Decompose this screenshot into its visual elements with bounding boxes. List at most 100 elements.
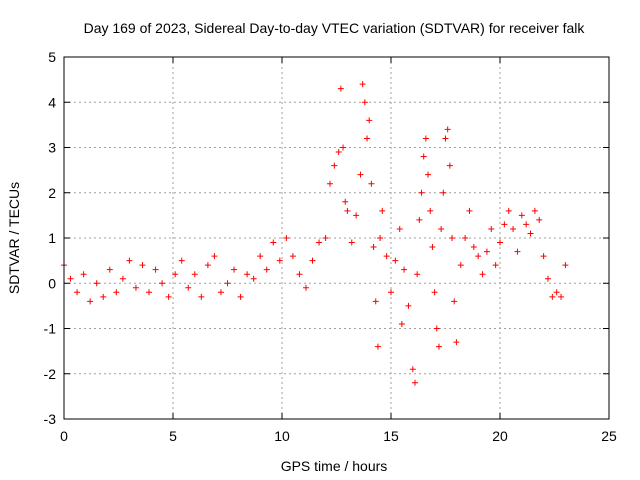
data-point [540, 253, 547, 260]
data-point [488, 225, 495, 232]
y-tick-label: 2 [48, 185, 56, 201]
data-point [383, 253, 390, 260]
data-point [372, 298, 379, 305]
y-tick-label: 4 [48, 94, 56, 110]
x-axis-label: GPS time / hours [281, 458, 388, 474]
data-point [429, 244, 436, 251]
data-point [257, 253, 264, 260]
data-point [87, 298, 94, 305]
y-tick-label: -1 [44, 321, 57, 337]
y-tick-label: 1 [48, 230, 56, 246]
data-point [191, 271, 198, 278]
data-point [146, 289, 153, 296]
data-point [198, 293, 205, 300]
data-point [283, 235, 290, 241]
x-tick-label: 10 [274, 428, 290, 444]
data-point [185, 284, 192, 291]
data-point [67, 275, 74, 282]
data-point [361, 99, 368, 106]
y-tick-label: -3 [44, 411, 57, 427]
data-point [497, 239, 503, 246]
data-point [316, 239, 323, 246]
data-point [139, 262, 146, 269]
data-point [331, 162, 338, 169]
data-point [427, 207, 434, 214]
data-point [398, 320, 405, 327]
x-tick-label: 20 [492, 428, 508, 444]
data-point [237, 293, 244, 300]
data-point [444, 126, 451, 133]
data-point [401, 266, 408, 273]
data-point [492, 262, 499, 269]
data-point [409, 366, 416, 373]
data-point [172, 271, 179, 278]
data-point [531, 207, 538, 214]
data-point [322, 235, 329, 241]
data-points [61, 81, 569, 386]
data-point [126, 257, 133, 264]
data-point [165, 293, 172, 300]
data-point [523, 221, 530, 228]
x-tick-label: 15 [383, 428, 399, 444]
data-point [93, 280, 100, 287]
data-point [420, 153, 427, 160]
data-point [357, 171, 364, 178]
x-tick-label: 25 [601, 428, 617, 444]
y-tick-label: -2 [44, 366, 57, 382]
data-point [119, 275, 126, 282]
data-point [340, 144, 347, 151]
data-point [431, 289, 438, 296]
data-point [74, 289, 81, 296]
data-point [544, 275, 551, 282]
data-point [368, 180, 375, 187]
data-point [353, 212, 360, 219]
y-tick-label: 3 [48, 140, 56, 156]
data-point [449, 235, 456, 241]
data-point [335, 149, 342, 156]
data-point [392, 257, 399, 264]
data-point [425, 171, 432, 178]
data-point [558, 293, 565, 300]
data-point [348, 239, 355, 246]
data-point [224, 280, 231, 287]
data-point [366, 117, 373, 124]
data-point [296, 271, 303, 278]
data-point [466, 207, 473, 214]
data-point [342, 198, 349, 205]
data-point [451, 298, 458, 305]
data-point [501, 221, 508, 228]
data-point [422, 135, 429, 142]
data-point [438, 225, 445, 232]
data-point [416, 216, 423, 223]
data-point [479, 271, 486, 278]
data-point [510, 225, 517, 232]
y-tick-label: 0 [48, 275, 56, 291]
data-point [549, 293, 556, 300]
data-point [231, 266, 238, 273]
data-point [106, 266, 113, 273]
data-point [217, 289, 224, 296]
data-point [132, 284, 139, 291]
data-point [457, 262, 464, 269]
data-point [418, 189, 425, 196]
data-point [442, 135, 449, 142]
data-point [80, 271, 87, 278]
data-point [113, 289, 120, 296]
x-tick-label: 5 [169, 428, 177, 444]
data-point [462, 235, 469, 241]
data-point [388, 289, 394, 296]
x-tick-label: 0 [60, 428, 68, 444]
data-point [411, 379, 418, 386]
data-point [379, 207, 386, 214]
data-point [159, 280, 166, 287]
data-point [374, 343, 381, 350]
y-axis-label: SDTVAR / TECUs [6, 182, 22, 294]
data-point [483, 248, 490, 255]
data-point [377, 235, 384, 241]
data-point [326, 180, 333, 187]
data-point [396, 225, 403, 232]
data-point [414, 271, 421, 278]
data-point [475, 253, 482, 260]
data-point [263, 266, 270, 273]
data-point [553, 289, 560, 296]
